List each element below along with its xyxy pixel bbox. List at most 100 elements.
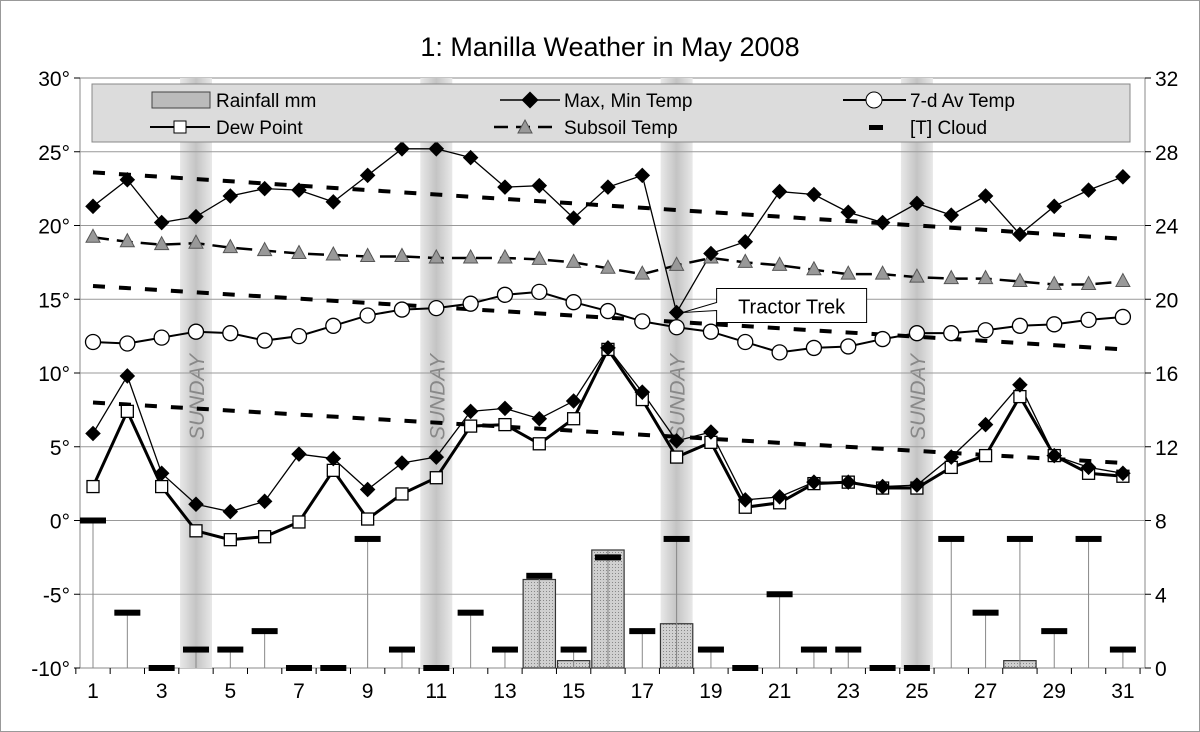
dew-point <box>292 515 306 529</box>
subsoil-point <box>565 253 582 268</box>
avg7-point <box>771 344 788 361</box>
cloud-mark <box>1006 535 1033 542</box>
max-temp-point <box>909 195 925 212</box>
x-tick-label: 3 <box>156 680 168 703</box>
min-temp-point <box>153 465 170 482</box>
dew-point <box>189 524 203 538</box>
avg7-point <box>359 307 376 324</box>
dew-point <box>463 419 478 433</box>
avg7-point <box>428 299 445 317</box>
subsoil-point <box>943 269 960 285</box>
subsoil-point <box>497 248 513 264</box>
max-temp-point <box>188 208 204 225</box>
left-tick-label: 20° <box>38 216 70 239</box>
avg7-point <box>943 325 960 342</box>
subsoil-point <box>325 245 342 261</box>
right-tick-label: 32 <box>1155 68 1178 91</box>
subsoil-point <box>771 256 788 271</box>
cloud-mark <box>114 609 141 616</box>
max-temp-point <box>222 188 239 204</box>
avg7-point <box>84 333 102 351</box>
max-temp-point <box>565 210 582 226</box>
avg7-point <box>119 335 136 352</box>
max-temp-point <box>394 141 410 157</box>
subsoil-point <box>874 265 891 280</box>
subsoil-point <box>291 244 307 260</box>
cloud-mark <box>148 665 175 671</box>
left-tick-label: 30° <box>38 68 70 91</box>
dew-point <box>566 412 581 426</box>
avg7-point <box>634 313 651 330</box>
min-temp-point <box>1080 459 1097 476</box>
subsoil-point <box>428 248 445 264</box>
max-temp-point <box>1115 169 1131 185</box>
cloud-mark <box>1041 628 1068 635</box>
cloud-mark <box>629 628 656 635</box>
x-tick-label: 23 <box>837 680 860 703</box>
subsoil-point <box>256 241 273 257</box>
x-tick-label: 1 <box>87 680 99 703</box>
dew-point <box>532 437 546 451</box>
left-tick-label: -10° <box>31 658 70 681</box>
subsoil-point <box>806 260 822 276</box>
subsoil-point <box>977 269 994 285</box>
subsoil-point <box>462 248 479 264</box>
legend-maxmin-marker <box>521 91 539 109</box>
avg7-point <box>222 325 239 342</box>
dew-point <box>86 479 100 494</box>
x-tick-label: 7 <box>293 680 305 703</box>
avg7-point <box>462 295 479 312</box>
max-temp-point <box>291 182 307 198</box>
cloud-mark <box>766 591 793 598</box>
legend-avg7: 7-d Av Temp <box>910 91 1015 112</box>
avg7-point <box>325 317 342 334</box>
avg7-point <box>874 330 891 348</box>
avg7-point <box>1114 308 1132 326</box>
dew-point <box>429 471 443 485</box>
ref-max-line <box>92 170 1124 241</box>
max-temp-point <box>497 179 513 195</box>
cloud-mark <box>972 609 999 616</box>
min-temp-point <box>222 503 239 520</box>
subsoil-point <box>119 232 136 248</box>
subsoil-point <box>737 253 754 268</box>
cloud-mark <box>182 646 209 653</box>
x-tick-label: 31 <box>1111 680 1134 703</box>
sunday-label: SUNDAY <box>667 352 690 440</box>
avg7-point <box>496 286 514 303</box>
cloud-mark <box>835 646 862 653</box>
subsoil-point <box>840 265 857 280</box>
dew-point <box>155 479 169 494</box>
cloud-mark <box>491 646 518 653</box>
dew-point <box>257 530 272 544</box>
x-tick-label: 25 <box>905 680 928 703</box>
cloud-mark <box>251 628 278 635</box>
legend-subsoil-marker <box>517 118 533 134</box>
cloud-mark <box>1075 535 1102 542</box>
avg7-point <box>1011 317 1029 334</box>
left-tick-label: 10° <box>38 363 70 386</box>
subsoil-point <box>634 265 651 280</box>
max-temp-point <box>1080 182 1097 198</box>
right-tick-label: 12 <box>1155 437 1178 460</box>
cloud-mark <box>938 535 965 542</box>
subsoil-point <box>222 238 239 254</box>
x-tick-label: 27 <box>974 680 997 703</box>
cloud-mark <box>457 609 484 616</box>
cloud-mark <box>800 646 827 653</box>
max-temp-point <box>600 179 616 195</box>
subsoil-point <box>1012 272 1028 288</box>
subsoil-point <box>668 256 685 271</box>
left-tick-label: 15° <box>38 289 70 312</box>
cloud-mark <box>1109 646 1136 653</box>
avg7-point <box>840 338 857 355</box>
min-temp-point <box>1046 447 1063 464</box>
avg7-point <box>737 333 754 351</box>
max-temp-point <box>531 177 548 194</box>
right-tick-label: 0 <box>1155 658 1167 681</box>
cloud-mark <box>80 517 106 524</box>
avg7-point <box>393 301 411 318</box>
legend-avg7-marker <box>865 91 883 109</box>
x-tick-label: 13 <box>493 680 516 703</box>
left-tick-label: 25° <box>38 142 70 165</box>
